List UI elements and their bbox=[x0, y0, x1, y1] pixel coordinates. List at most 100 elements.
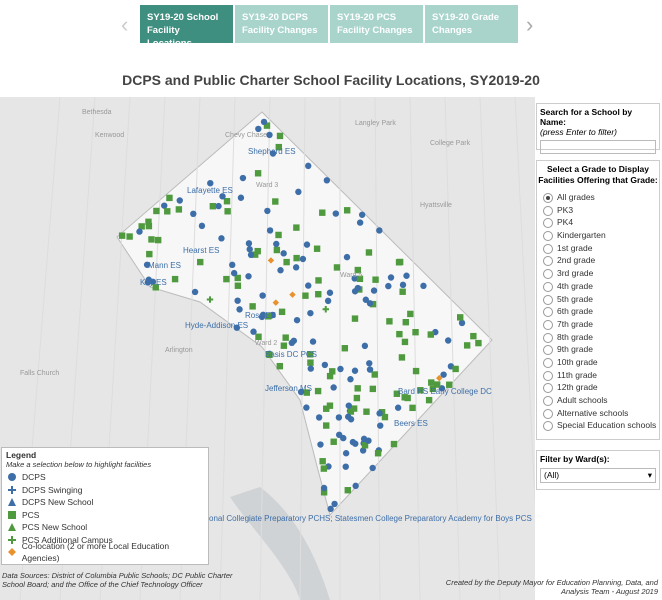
legend-item[interactable]: PCS Additional Campus bbox=[6, 534, 204, 547]
ward-label: Filter by Ward(s): bbox=[540, 454, 610, 464]
roads bbox=[19, 97, 535, 600]
marker bbox=[136, 228, 143, 235]
legend-label: DCPS New School bbox=[22, 497, 94, 507]
marker bbox=[229, 261, 236, 269]
grade-option[interactable]: 4th grade bbox=[537, 280, 659, 293]
tab[interactable]: SY19-20 PCS Facility Changes bbox=[330, 5, 423, 43]
marker bbox=[327, 505, 334, 513]
marker bbox=[280, 342, 288, 349]
grade-option[interactable]: 12th grade bbox=[537, 381, 659, 394]
legend-item[interactable]: Co-location (2 or more Local Education A… bbox=[6, 541, 204, 563]
road bbox=[374, 97, 381, 600]
marker bbox=[322, 306, 329, 313]
marker bbox=[8, 510, 16, 519]
grade-option[interactable]: 7th grade bbox=[537, 318, 659, 331]
legend-label: Co-location (2 or more Local Education A… bbox=[21, 540, 170, 564]
marker bbox=[369, 464, 376, 472]
marker bbox=[273, 240, 280, 248]
legend-item[interactable]: DCPS Swinging bbox=[6, 484, 204, 497]
marker bbox=[223, 275, 230, 283]
marker bbox=[349, 438, 357, 446]
marker bbox=[320, 484, 328, 492]
marker bbox=[335, 414, 343, 421]
marker bbox=[255, 125, 262, 133]
marker bbox=[344, 413, 352, 420]
marker bbox=[277, 267, 284, 274]
grade-option[interactable]: 10th grade bbox=[537, 356, 659, 369]
grade-option[interactable]: All grades bbox=[537, 191, 659, 204]
marker bbox=[403, 272, 410, 279]
marker bbox=[250, 328, 257, 335]
dc-boundary bbox=[116, 111, 493, 517]
legend-label: DCPS bbox=[22, 472, 46, 482]
marker bbox=[191, 288, 199, 296]
legend-item[interactable]: DCPS New School bbox=[6, 496, 204, 509]
road bbox=[444, 97, 461, 600]
marker bbox=[266, 131, 273, 139]
tab[interactable]: SY19-20 Grade Changes bbox=[425, 5, 518, 43]
marker bbox=[219, 193, 226, 200]
grade-option[interactable]: 2nd grade bbox=[537, 254, 659, 267]
search-input[interactable] bbox=[540, 140, 656, 154]
marker bbox=[320, 465, 328, 472]
marker bbox=[275, 231, 282, 239]
marker bbox=[218, 235, 225, 242]
marker bbox=[280, 250, 287, 257]
marker bbox=[254, 170, 262, 177]
grade-option[interactable]: 8th grade bbox=[537, 331, 659, 344]
school-label: Basis DC PCS bbox=[265, 350, 317, 359]
legend-swatch bbox=[8, 498, 16, 507]
marker bbox=[315, 291, 322, 298]
school-label: Hearst ES bbox=[183, 246, 219, 255]
marker bbox=[313, 245, 321, 252]
grade-option[interactable]: 11th grade bbox=[537, 369, 659, 382]
next-arrow[interactable]: › bbox=[526, 12, 534, 37]
grade-option[interactable]: Kindergarten bbox=[537, 229, 659, 242]
tab[interactable]: SY19-20 DCPS Facility Changes bbox=[235, 5, 328, 43]
marker bbox=[319, 209, 326, 216]
marker bbox=[401, 338, 409, 346]
legend-swatch bbox=[8, 485, 16, 494]
marker bbox=[342, 450, 350, 457]
grade-option[interactable]: 9th grade bbox=[537, 343, 659, 356]
search-label: Search for a School by Name: bbox=[540, 107, 633, 127]
grade-option[interactable]: 6th grade bbox=[537, 305, 659, 318]
grade-option[interactable]: 1st grade bbox=[537, 242, 659, 255]
grade-option[interactable]: Alternative schools bbox=[537, 407, 659, 420]
grade-option[interactable]: Adult schools bbox=[537, 394, 659, 407]
marker bbox=[427, 331, 434, 338]
grade-option[interactable]: 5th grade bbox=[537, 293, 659, 306]
prev-arrow[interactable]: ‹ bbox=[121, 12, 129, 37]
grade-option[interactable]: PK4 bbox=[537, 216, 659, 229]
marker bbox=[332, 210, 340, 217]
legend-item[interactable]: PCS bbox=[6, 509, 204, 522]
marker bbox=[197, 258, 204, 266]
grade-option[interactable]: 3rd grade bbox=[537, 267, 659, 280]
marker bbox=[366, 300, 374, 307]
marker bbox=[347, 376, 354, 383]
marker bbox=[321, 361, 329, 369]
marker bbox=[428, 379, 435, 386]
marker bbox=[161, 202, 168, 209]
marker bbox=[390, 440, 398, 448]
legend-item[interactable]: PCS New School bbox=[6, 521, 204, 534]
marker bbox=[145, 218, 152, 225]
marker bbox=[190, 210, 197, 218]
grade-option[interactable]: Special Education schools bbox=[537, 419, 659, 432]
marker bbox=[376, 227, 383, 234]
legend-label: DCPS Swinging bbox=[22, 484, 83, 495]
marker bbox=[264, 207, 271, 215]
marker bbox=[233, 324, 241, 331]
legend-item[interactable]: DCPS bbox=[6, 471, 204, 484]
tab[interactable]: SY19-20 School Facility Locations bbox=[140, 5, 233, 49]
marker bbox=[303, 404, 310, 411]
marker bbox=[283, 258, 290, 266]
marker bbox=[324, 297, 332, 305]
marker bbox=[376, 410, 383, 417]
marker bbox=[393, 390, 401, 397]
marker bbox=[374, 450, 382, 457]
marker bbox=[457, 314, 464, 321]
marker bbox=[420, 282, 427, 290]
ward-dropdown[interactable]: (All) ▾ bbox=[540, 468, 656, 483]
grade-option[interactable]: PK3 bbox=[537, 204, 659, 217]
